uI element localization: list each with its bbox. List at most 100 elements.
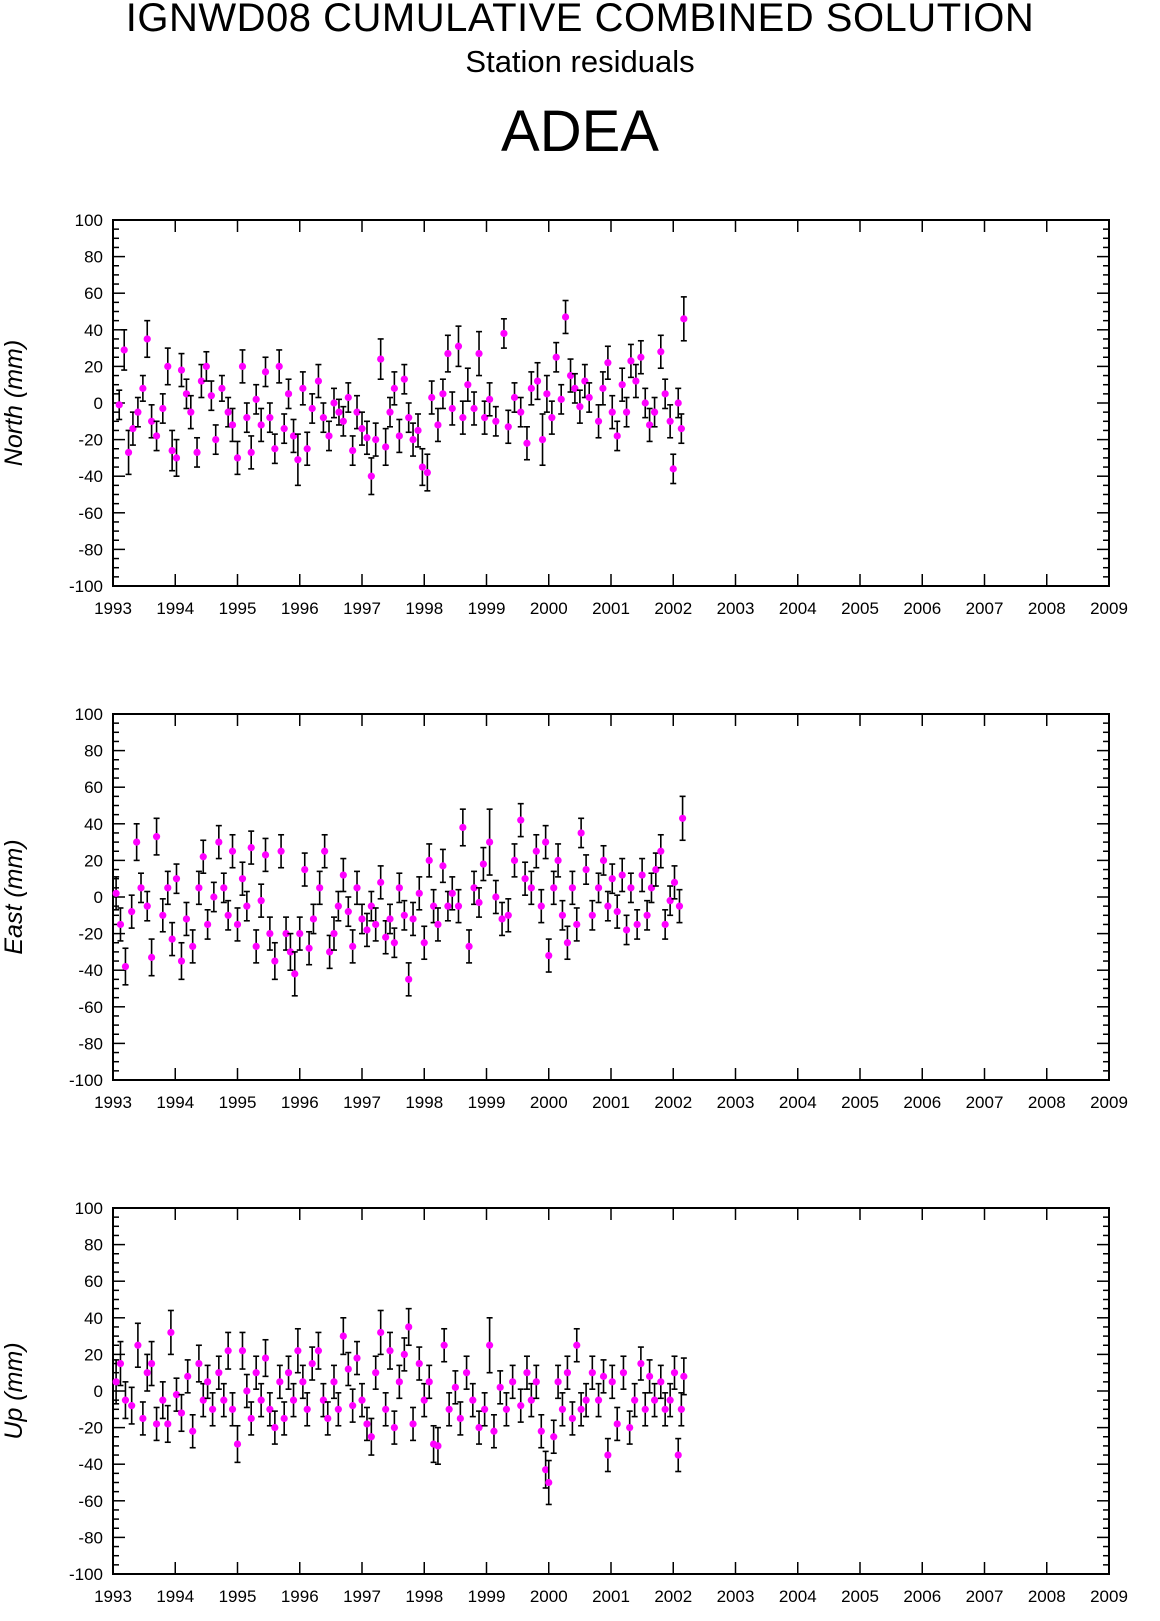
data-point (187, 408, 195, 416)
data-point (294, 1347, 302, 1355)
data-point (243, 414, 251, 422)
data-point (444, 349, 452, 358)
data-point (395, 432, 403, 440)
data-point (420, 939, 428, 947)
data-point (271, 957, 279, 965)
data-point (542, 838, 550, 846)
data-point (550, 1433, 558, 1441)
x-tick-label: 1993 (94, 1093, 132, 1112)
data-point (189, 942, 197, 951)
data-point (261, 851, 270, 859)
data-point (532, 1378, 540, 1386)
data-point (561, 313, 570, 321)
data-point (168, 935, 176, 943)
data-point (652, 865, 660, 874)
data-point (294, 456, 302, 464)
data-point (372, 1369, 380, 1377)
data-point (134, 1341, 142, 1349)
data-point (339, 417, 347, 425)
x-tick-label: 2009 (1090, 1093, 1128, 1112)
y-tick-label: -60 (78, 504, 103, 523)
x-tick-label: 2002 (654, 1093, 692, 1112)
data-point (608, 1378, 616, 1386)
data-point (252, 1369, 260, 1377)
data-point (573, 1341, 581, 1349)
data-point (257, 1396, 265, 1404)
x-tick-label: 2004 (779, 599, 817, 618)
data-point (475, 898, 483, 907)
data-point (233, 920, 242, 929)
data-point (137, 884, 145, 892)
data-point (377, 355, 385, 363)
data-point (390, 384, 398, 392)
data-point (428, 393, 436, 402)
data-point (305, 944, 313, 952)
data-point (496, 1383, 504, 1391)
x-tick-label: 2009 (1090, 1587, 1128, 1606)
data-point (585, 393, 593, 402)
data-point (588, 911, 596, 919)
data-point (462, 1369, 471, 1377)
data-point (204, 920, 212, 929)
data-point (112, 889, 120, 897)
data-point (434, 1442, 442, 1450)
data-point (414, 426, 422, 435)
data-point (395, 1378, 403, 1386)
data-point (266, 414, 274, 422)
data-point (316, 884, 324, 892)
data-point (164, 1420, 172, 1428)
x-tick-label: 1999 (468, 599, 506, 618)
y-tick-label: 20 (84, 357, 103, 376)
y-tick-label: 40 (84, 1309, 103, 1328)
data-point (280, 425, 288, 433)
data-point (400, 911, 408, 919)
data-point (382, 443, 390, 451)
data-point (215, 838, 223, 846)
data-point (641, 1405, 649, 1413)
data-point (510, 856, 519, 865)
data-point (405, 975, 413, 983)
data-point (220, 884, 228, 892)
y-tick-label: -100 (69, 1565, 103, 1584)
data-point (339, 871, 347, 879)
data-point (558, 1405, 567, 1413)
data-point (296, 930, 304, 938)
y-tick-label: -20 (78, 925, 103, 944)
data-point (576, 403, 584, 411)
x-tick-label: 2000 (530, 1093, 568, 1112)
data-point (604, 359, 612, 367)
data-point (266, 1405, 274, 1413)
data-point (633, 920, 641, 929)
data-point (613, 432, 621, 440)
data-point (233, 454, 242, 462)
data-point (204, 1378, 212, 1386)
data-point (677, 1405, 685, 1413)
data-point (238, 1347, 247, 1355)
data-point (486, 1341, 494, 1349)
data-point (594, 417, 603, 425)
data-point (215, 1369, 223, 1377)
data-point (657, 847, 665, 855)
data-point (545, 951, 553, 960)
data-point (618, 871, 626, 879)
data-point (400, 1350, 408, 1358)
data-point (669, 465, 677, 473)
data-point (588, 1369, 596, 1377)
data-point (405, 1323, 413, 1331)
data-point (238, 875, 247, 883)
data-point (440, 1341, 448, 1349)
y-tick-label: -100 (69, 1071, 103, 1090)
data-point (159, 911, 167, 919)
data-point (358, 915, 366, 923)
data-point (459, 414, 467, 422)
data-point (303, 445, 311, 453)
x-tick-label: 1998 (405, 599, 443, 618)
data-point (481, 414, 489, 422)
data-point (631, 1396, 639, 1404)
data-point (257, 421, 265, 429)
data-point (220, 1396, 228, 1404)
data-point (577, 829, 585, 837)
data-point (486, 838, 494, 846)
data-point (276, 1378, 284, 1386)
y-tick-label: 100 (75, 705, 103, 724)
